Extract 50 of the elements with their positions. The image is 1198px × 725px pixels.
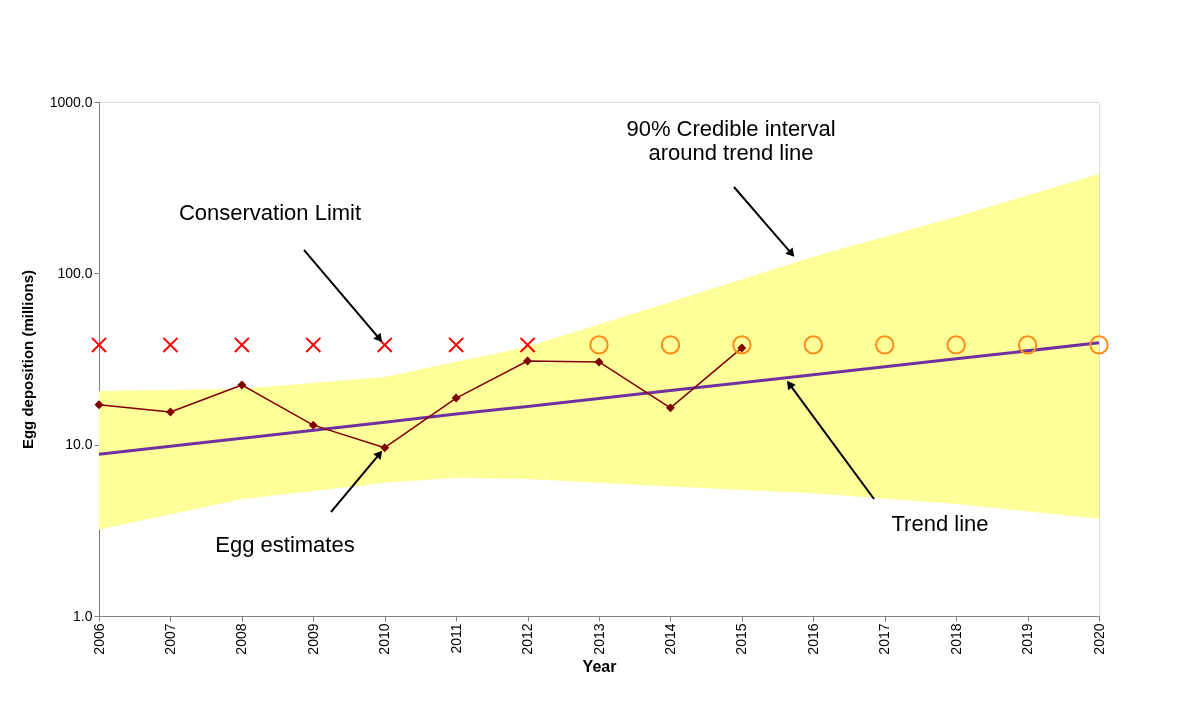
x-tick-label: 2014 (661, 623, 678, 655)
point (589, 335, 609, 355)
point (162, 336, 179, 354)
x-tick-label: 2006 (90, 623, 107, 655)
point (594, 357, 604, 367)
line-series (97, 341, 1101, 456)
x-tick-label: 2018 (947, 623, 964, 655)
point (660, 335, 681, 355)
point (305, 336, 322, 354)
annotation: Egg estimates (215, 532, 355, 557)
x-axis-title: Year (582, 657, 617, 675)
y-tick-label: 100.0 (57, 264, 93, 281)
x-tick-label: 2012 (519, 623, 536, 655)
x-tick-label: 2019 (1019, 623, 1036, 655)
point (875, 335, 895, 355)
x-tick-label: 2010 (376, 623, 393, 655)
x-tick-label: 2011 (447, 623, 464, 654)
point (94, 400, 104, 410)
x-tick-label: 2016 (804, 623, 821, 655)
x-tick-label: 2007 (161, 623, 178, 655)
point (380, 443, 390, 453)
x-tick-label: 2020 (1090, 623, 1107, 655)
point (448, 336, 465, 354)
point (376, 336, 393, 354)
point (165, 407, 175, 417)
y-axis-title: Egg deposition (millions) (18, 269, 36, 450)
point (233, 336, 250, 354)
y-tick-label: 1000.0 (49, 93, 93, 110)
point (308, 420, 318, 430)
point (451, 393, 461, 403)
x-tick-label: 2009 (304, 623, 321, 655)
point (1017, 335, 1038, 355)
annotation: Conservation Limit (178, 200, 362, 225)
annotation: 90% Credible interval around trend line (626, 116, 836, 165)
point (946, 335, 966, 355)
y-tick-label: 1.0 (73, 607, 93, 624)
point (90, 336, 108, 354)
point (523, 356, 533, 366)
point (1089, 335, 1109, 355)
point (519, 336, 536, 354)
point (665, 403, 675, 413)
point (732, 335, 752, 355)
point (237, 380, 247, 390)
x-tick-label: 2008 (233, 623, 250, 655)
x-tick-label: 2017 (876, 623, 893, 655)
point (803, 335, 823, 355)
y-tick-label: 10.0 (65, 436, 93, 453)
annotation: Trend line (891, 511, 989, 536)
x-tick-label: 2015 (733, 623, 750, 655)
x-tick-label: 2013 (590, 623, 607, 655)
